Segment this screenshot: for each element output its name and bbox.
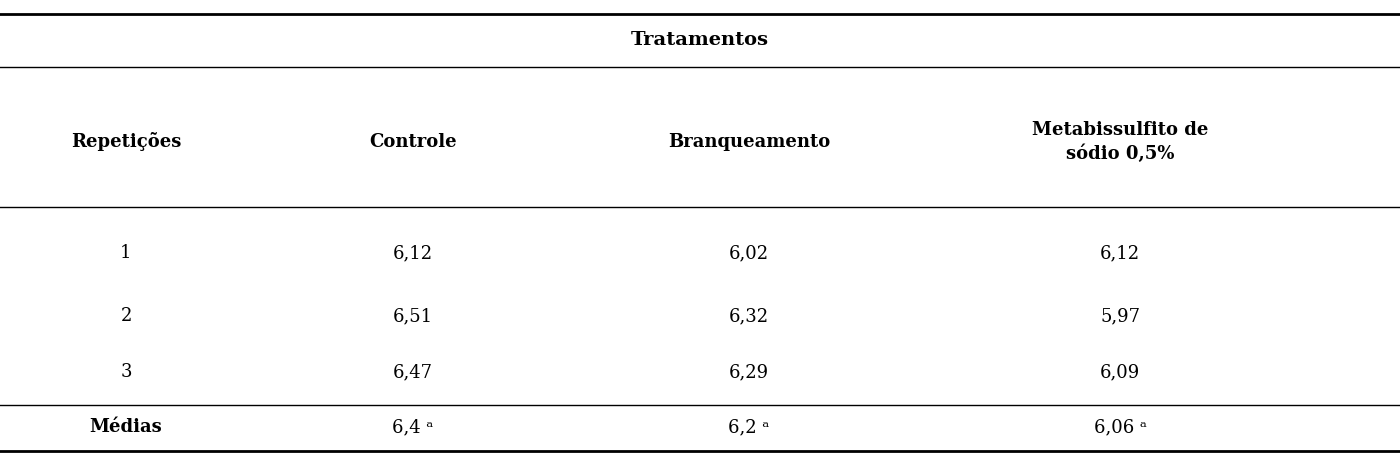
Text: 6,47: 6,47 <box>393 363 433 381</box>
Text: 6,2 ᵃ: 6,2 ᵃ <box>728 418 770 436</box>
Text: 2: 2 <box>120 307 132 325</box>
Text: 6,09: 6,09 <box>1100 363 1140 381</box>
Text: 6,32: 6,32 <box>729 307 769 325</box>
Text: 6,29: 6,29 <box>729 363 769 381</box>
Text: 6,12: 6,12 <box>393 245 433 262</box>
Text: 6,4 ᵃ: 6,4 ᵃ <box>392 418 434 436</box>
Text: Repetições: Repetições <box>71 133 181 151</box>
Text: 6,02: 6,02 <box>729 245 769 262</box>
Text: 5,97: 5,97 <box>1100 307 1140 325</box>
Text: 6,51: 6,51 <box>393 307 433 325</box>
Text: Metabissulfito de
sódio 0,5%: Metabissulfito de sódio 0,5% <box>1032 120 1208 163</box>
Text: Controle: Controle <box>370 133 456 151</box>
Text: 3: 3 <box>120 363 132 381</box>
Text: 1: 1 <box>120 245 132 262</box>
Text: 6,06 ᵃ: 6,06 ᵃ <box>1093 418 1147 436</box>
Text: Branqueamento: Branqueamento <box>668 133 830 151</box>
Text: 6,12: 6,12 <box>1100 245 1140 262</box>
Text: Tratamentos: Tratamentos <box>631 31 769 48</box>
Text: Médias: Médias <box>90 418 162 436</box>
